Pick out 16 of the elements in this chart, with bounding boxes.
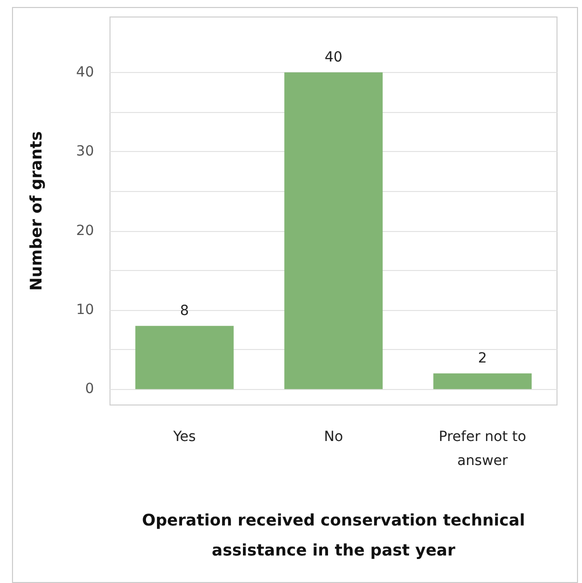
y-axis-title: Number of grants bbox=[26, 131, 46, 291]
x-axis-title: Operation received conservation technical assistance in the past year bbox=[142, 510, 526, 560]
data-label: 40 bbox=[324, 49, 342, 66]
x-tick-label: Yes bbox=[172, 429, 196, 445]
bar bbox=[433, 373, 532, 390]
data-label: 8 bbox=[180, 302, 189, 319]
y-tick-label: 20 bbox=[76, 222, 94, 239]
y-tick-label: 40 bbox=[76, 64, 94, 80]
x-tick-label: Prefer not to answer bbox=[438, 429, 526, 469]
bar bbox=[135, 326, 234, 390]
bar bbox=[284, 72, 383, 390]
y-tick-label: 0 bbox=[85, 381, 94, 398]
y-tick-label: 30 bbox=[76, 144, 94, 160]
x-tick-label: No bbox=[324, 429, 344, 445]
data-label: 2 bbox=[478, 350, 487, 366]
y-tick-label: 10 bbox=[76, 302, 94, 318]
